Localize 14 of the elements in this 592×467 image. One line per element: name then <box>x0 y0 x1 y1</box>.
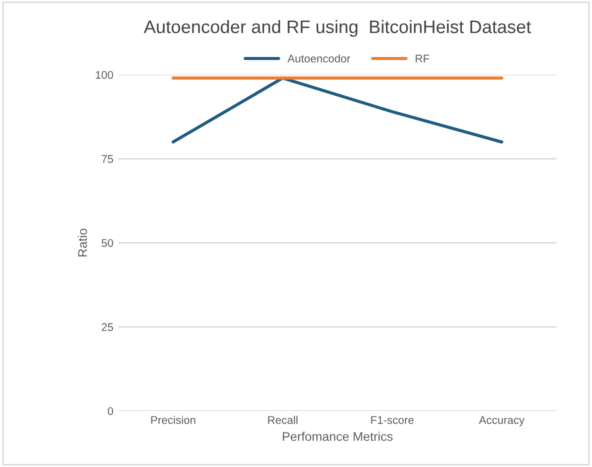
x-tick-label: Recall <box>268 416 298 424</box>
y-tick-label: 75 <box>102 155 114 163</box>
x-tick-label: F1-score <box>371 416 414 424</box>
y-tick-label: 50 <box>102 239 114 247</box>
y-tick-label: 100 <box>96 70 114 79</box>
x-axis-title: Perfomance Metrics <box>282 432 393 441</box>
y-tick-label: 0 <box>108 407 114 416</box>
y-axis-title: Ratio <box>78 228 87 256</box>
x-tick-label: Accuracy <box>478 416 525 426</box>
legend-label: RF <box>416 54 430 62</box>
chart-title: Autoencoder and RF using BitcoinHeist Dataset <box>144 20 532 37</box>
y-tick-label: 25 <box>102 323 114 332</box>
x-tick-label: Precision <box>151 416 196 424</box>
legend-label: Autoencodor <box>287 54 350 63</box>
